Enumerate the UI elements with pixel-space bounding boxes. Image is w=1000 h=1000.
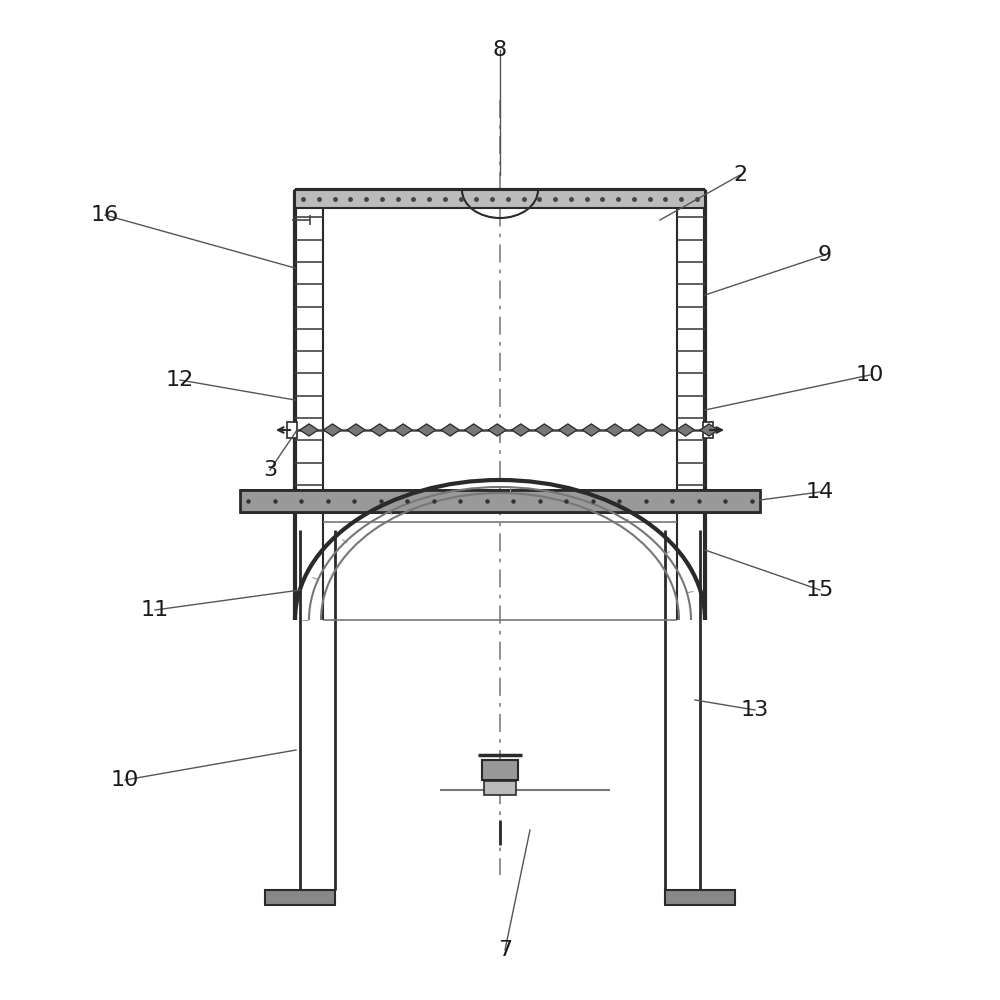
Bar [703, 422, 713, 438]
Polygon shape [441, 424, 459, 436]
Polygon shape [465, 424, 483, 436]
Polygon shape [371, 424, 389, 436]
Bar [240, 490, 760, 512]
Polygon shape [606, 424, 624, 436]
Polygon shape [324, 424, 342, 436]
Polygon shape [347, 424, 365, 436]
Polygon shape [512, 424, 530, 436]
Bar [295, 190, 705, 208]
Polygon shape [582, 424, 600, 436]
Text: 11: 11 [141, 600, 169, 620]
Bar [484, 781, 516, 795]
Polygon shape [653, 424, 671, 436]
Text: 9: 9 [818, 245, 832, 265]
Polygon shape [488, 424, 506, 436]
Text: 12: 12 [166, 370, 194, 390]
Text: 3: 3 [263, 460, 277, 480]
Text: 2: 2 [733, 165, 747, 185]
Text: 16: 16 [91, 205, 119, 225]
Text: 10: 10 [856, 365, 884, 385]
Polygon shape [676, 424, 694, 436]
Text: 15: 15 [806, 580, 834, 600]
Polygon shape [535, 424, 553, 436]
Text: 8: 8 [493, 40, 507, 60]
Text: 10: 10 [111, 770, 139, 790]
Text: 7: 7 [498, 940, 512, 960]
Bar [482, 760, 518, 780]
Polygon shape [559, 424, 577, 436]
Polygon shape [394, 424, 412, 436]
Bar [665, 890, 735, 905]
Bar [287, 422, 297, 438]
Polygon shape [300, 424, 318, 436]
Text: 13: 13 [741, 700, 769, 720]
Polygon shape [418, 424, 436, 436]
Text: 14: 14 [806, 482, 834, 502]
Polygon shape [629, 424, 647, 436]
Polygon shape [700, 424, 718, 436]
Bar [265, 890, 335, 905]
